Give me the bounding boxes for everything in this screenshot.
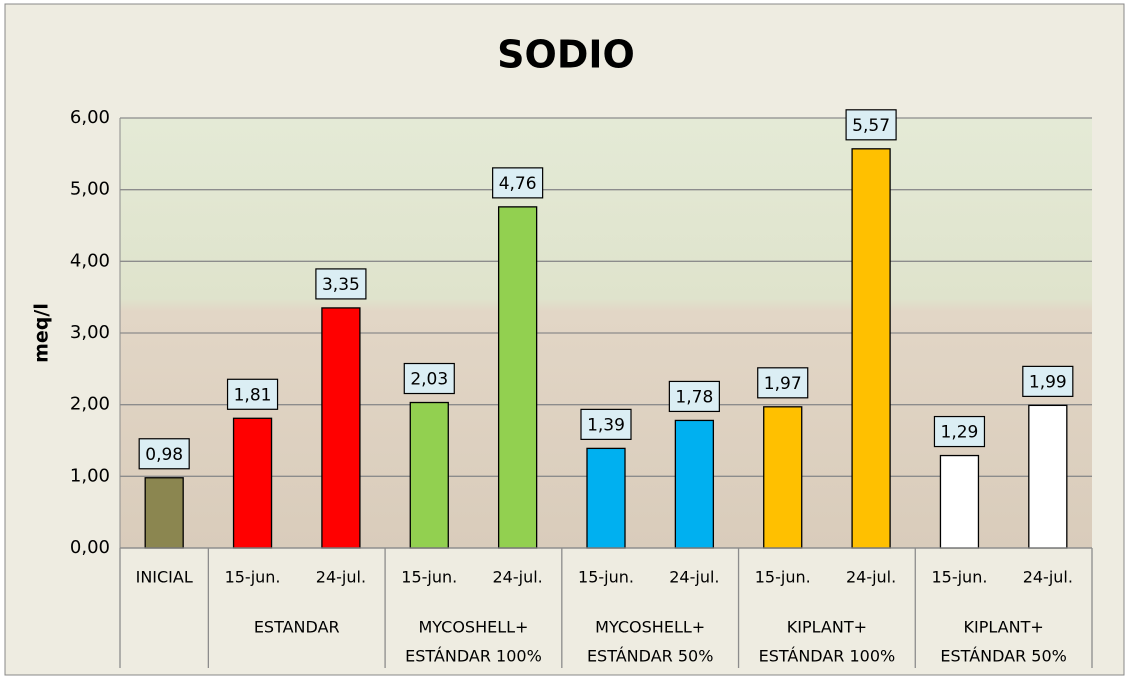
y-axis-label: meq/l xyxy=(31,303,53,363)
group-label: MYCOSHELL+ xyxy=(418,618,528,637)
bar xyxy=(145,478,183,548)
x-tick-label: 15-jun. xyxy=(225,568,281,587)
value-label: 4,76 xyxy=(499,174,537,194)
y-tick-label: 4,00 xyxy=(70,250,110,271)
x-tick-label: 15-jun. xyxy=(578,568,634,587)
value-label: 1,99 xyxy=(1029,372,1067,392)
value-label: 0,98 xyxy=(145,445,183,465)
x-tick-label: 24-jul. xyxy=(669,568,719,587)
group-label: ESTÁNDAR 100% xyxy=(405,647,542,666)
x-tick-label: 15-jun. xyxy=(931,568,987,587)
y-tick-label: 5,00 xyxy=(70,179,110,200)
bar xyxy=(675,420,713,548)
value-label: 2,03 xyxy=(410,370,448,390)
x-tick-label: 15-jun. xyxy=(755,568,811,587)
group-label: KIPLANT+ xyxy=(964,618,1044,637)
group-label: ESTÁNDAR 50% xyxy=(940,647,1066,666)
value-label: 1,29 xyxy=(941,423,979,443)
x-tick-label: 24-jul. xyxy=(846,568,896,587)
bar xyxy=(499,207,537,548)
bar xyxy=(1029,405,1067,548)
value-label: 1,97 xyxy=(764,374,802,394)
y-tick-label: 3,00 xyxy=(70,322,110,343)
bar xyxy=(410,403,448,548)
group-label: MYCOSHELL+ xyxy=(595,618,705,637)
chart: SODIO meq/l 0,00 1,00 2,00 3,00 4,00 5,00 6,00… xyxy=(0,0,1129,679)
x-tick-label: 15-jun. xyxy=(401,568,457,587)
x-tick-label: 24-jul. xyxy=(316,568,366,587)
bar xyxy=(852,149,890,548)
y-tick-label: 2,00 xyxy=(70,394,110,415)
x-tick-label: INICIAL xyxy=(136,568,193,587)
y-tick-label: 1,00 xyxy=(70,465,110,486)
value-label: 1,78 xyxy=(675,387,713,407)
bar xyxy=(940,456,978,548)
value-label: 1,39 xyxy=(587,415,625,435)
page: SODIO meq/l 0,00 1,00 2,00 3,00 4,00 5,00 6,00… xyxy=(0,0,1129,683)
bar xyxy=(322,308,360,548)
group-label: ESTÁNDAR 50% xyxy=(587,647,713,666)
group-label: ESTÁNDAR 100% xyxy=(759,647,896,666)
x-tick-label: 24-jul. xyxy=(493,568,543,587)
value-label: 5,57 xyxy=(852,116,890,136)
y-tick-label: 0,00 xyxy=(70,537,110,558)
bar xyxy=(587,448,625,548)
value-label: 3,35 xyxy=(322,275,360,295)
group-label: ESTANDAR xyxy=(254,618,340,637)
chart-title: SODIO xyxy=(497,33,635,77)
bar xyxy=(234,418,272,548)
y-tick-label: 6,00 xyxy=(70,107,110,128)
group-label: KIPLANT+ xyxy=(787,618,867,637)
x-tick-label: 24-jul. xyxy=(1023,568,1073,587)
bar xyxy=(764,407,802,548)
value-label: 1,81 xyxy=(234,385,272,405)
